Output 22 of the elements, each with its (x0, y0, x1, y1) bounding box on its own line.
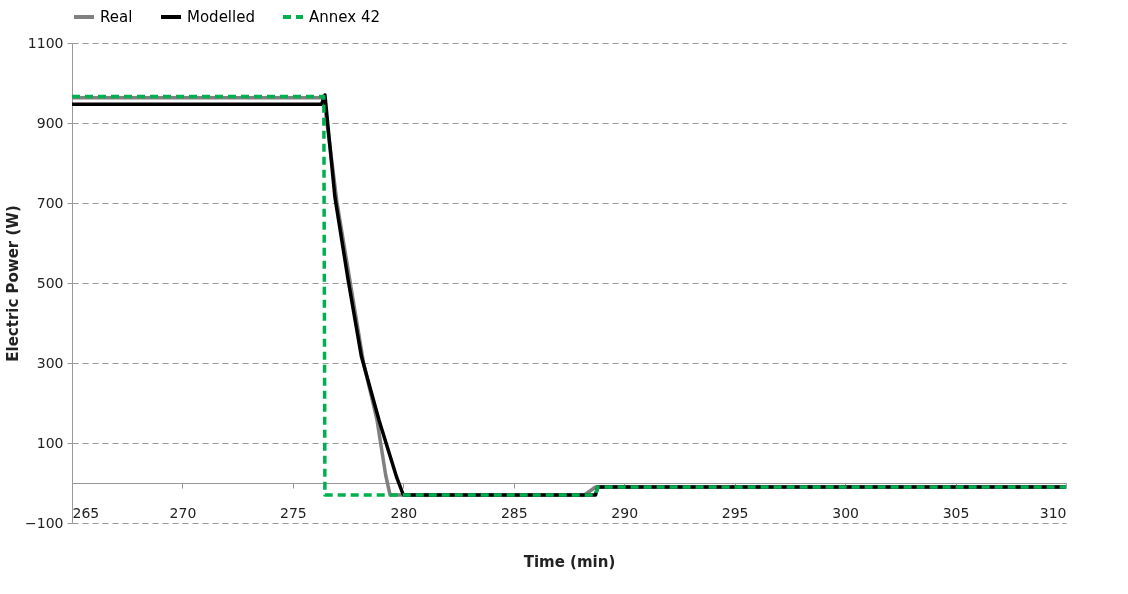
y-tick-label: −100 (25, 514, 64, 531)
x-tick-label: 290 (611, 504, 639, 521)
x-tick-label: 305 (942, 504, 970, 521)
y-tick-label: 700 (36, 194, 64, 211)
y-tick-label: 1100 (27, 34, 64, 51)
y-tick-label: 500 (36, 274, 64, 291)
x-tick-label: 295 (721, 504, 749, 521)
y-tick-label: 100 (36, 434, 64, 451)
y-tick-label: 300 (36, 354, 64, 371)
y-tick-label: 900 (36, 114, 64, 131)
x-tick-label: 310 (1039, 504, 1067, 521)
y-axis-title: Electric Power (W) (4, 205, 23, 362)
x-tick-label: 285 (500, 504, 528, 521)
legend-label: Real (100, 8, 133, 26)
x-axis-title: Time (min) (523, 552, 616, 571)
x-tick-label: 265 (72, 504, 100, 521)
x-tick-label: 300 (832, 504, 859, 521)
legend-label: Modelled (187, 8, 255, 26)
legend-label: Annex 42 (309, 8, 380, 26)
x-tick-label: 280 (390, 504, 418, 521)
x-tick-label: 270 (169, 504, 197, 521)
x-tick-label: 275 (280, 504, 307, 521)
